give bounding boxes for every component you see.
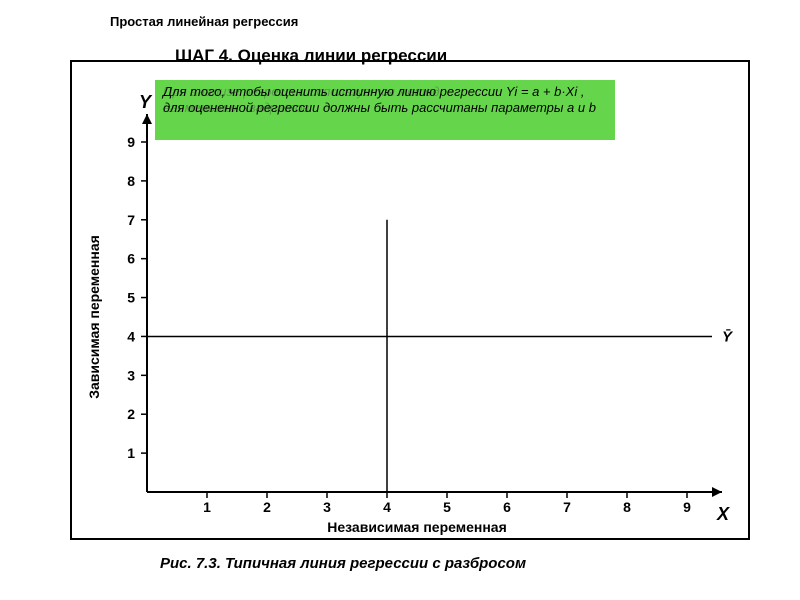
svg-text:4: 4 [383,499,391,515]
svg-text:9: 9 [683,499,691,515]
svg-text:Независимая переменная: Независимая переменная [327,519,506,535]
note-main-text: Для того, чтобы оценить истинную линию р… [163,84,607,117]
figure-caption: Рис. 7.3. Типичная линия регрессии с раз… [160,555,526,572]
highlight-note: При анализе регрессии используется метод… [155,80,615,140]
svg-text:3: 3 [127,367,135,383]
svg-text:2: 2 [263,499,271,515]
svg-text:5: 5 [443,499,451,515]
svg-text:Y: Y [139,92,153,112]
svg-text:9: 9 [127,134,135,150]
svg-text:7: 7 [127,212,135,228]
svg-text:8: 8 [127,173,135,189]
svg-text:3: 3 [323,499,331,515]
svg-text:6: 6 [503,499,511,515]
svg-text:7: 7 [563,499,571,515]
svg-text:4: 4 [127,328,135,344]
svg-text:5: 5 [127,290,135,306]
svg-text:1: 1 [127,445,135,461]
svg-text:1: 1 [203,499,211,515]
svg-text:8: 8 [623,499,631,515]
svg-text:6: 6 [127,251,135,267]
slide-topic: Простая линейная регрессия [110,14,298,29]
svg-text:Ȳ: Ȳ [722,328,734,345]
svg-text:X: X [716,504,730,524]
svg-text:2: 2 [127,406,135,422]
svg-text:Зависимая переменная: Зависимая переменная [86,235,102,399]
